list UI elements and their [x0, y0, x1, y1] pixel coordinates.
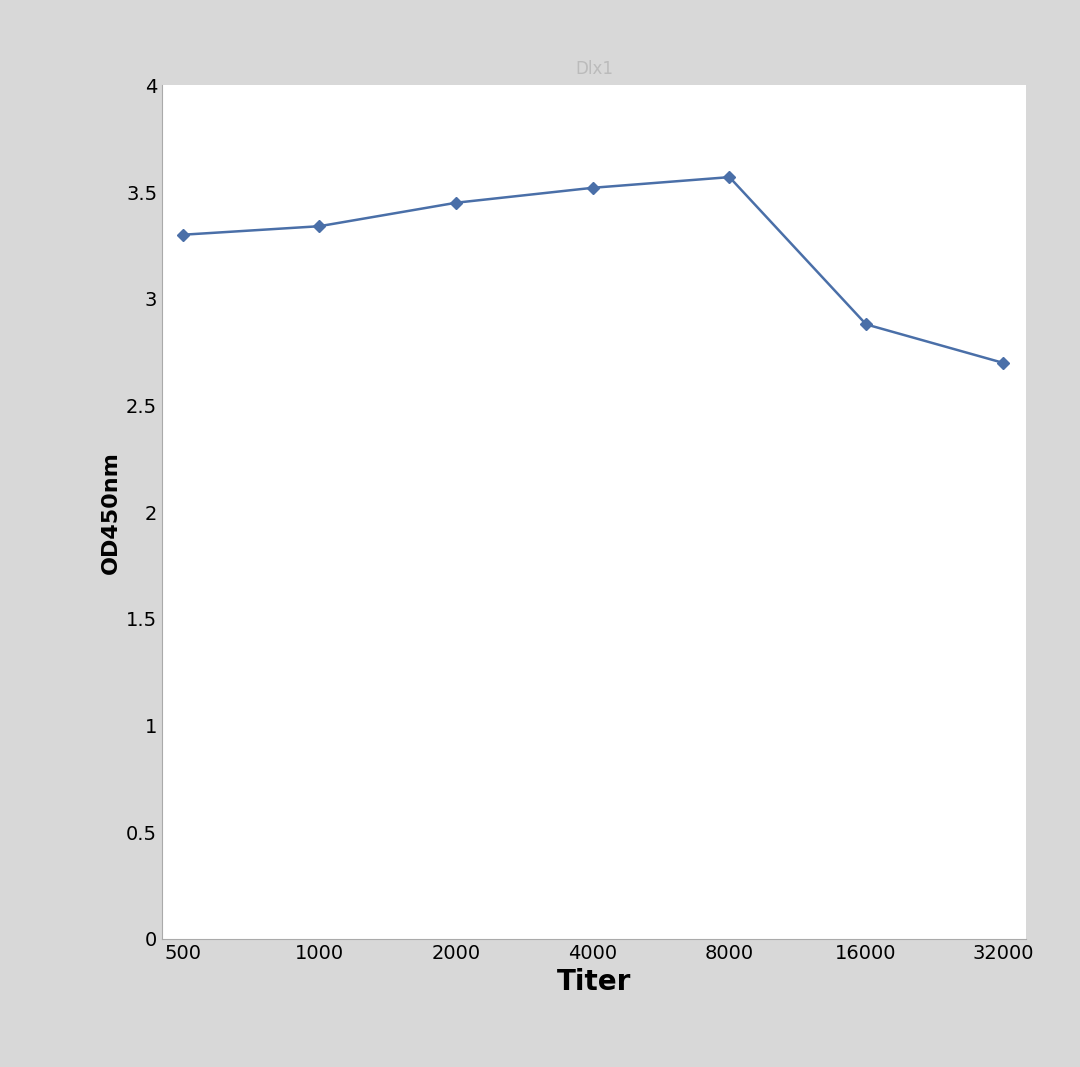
Y-axis label: OD450nm: OD450nm — [100, 450, 121, 574]
Title: Dlx1: Dlx1 — [575, 60, 613, 78]
X-axis label: Titer: Titer — [557, 969, 631, 997]
